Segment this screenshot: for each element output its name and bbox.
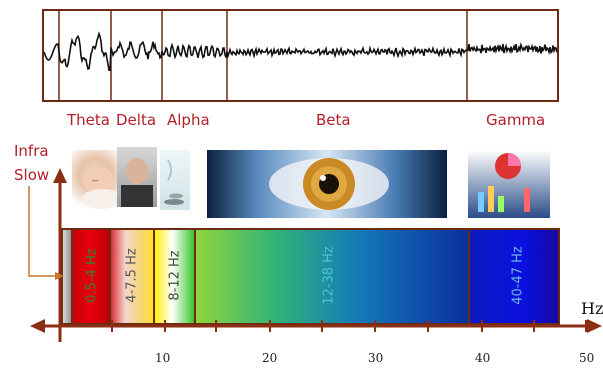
freq-label-gamma: 40-47 Hz xyxy=(510,246,526,305)
eeg-waveform-panel xyxy=(42,9,559,102)
axis-ticks xyxy=(111,320,587,332)
infra-slow-pointer-head xyxy=(55,272,64,280)
band-label-alpha: Alpha xyxy=(167,111,210,129)
band-label-gamma: Gamma xyxy=(486,111,546,129)
freq-label-theta: 4-7.5 Hz xyxy=(124,248,140,303)
sleeping-man-icon xyxy=(117,147,157,207)
sleeping-baby-icon xyxy=(72,150,124,212)
freq-label-delta: 0.5-4 Hz xyxy=(84,248,100,303)
vertical-axis-arrow xyxy=(53,168,67,183)
infra-slow-pointer xyxy=(28,186,58,277)
axis-tick-label-40: 40 xyxy=(475,351,491,365)
infra-label: Infra xyxy=(14,142,49,160)
band-label-beta: Beta xyxy=(316,111,351,129)
horizontal-axis-arrow-right xyxy=(587,319,602,333)
band-label-theta: Theta xyxy=(67,111,110,129)
eeg-trace xyxy=(43,31,558,71)
relaxation-icon xyxy=(160,150,190,210)
axis-tick-label-50: 50 xyxy=(579,351,595,365)
axis-tick-label-20: 20 xyxy=(262,351,278,365)
axis-tick-label-30: 30 xyxy=(368,351,384,365)
axis-unit-label: Hz xyxy=(581,299,603,318)
segment-infra-slow xyxy=(62,229,72,324)
axis-tick-label-10: 10 xyxy=(155,351,171,365)
freq-label-alpha: 8-12 Hz xyxy=(167,250,183,301)
horizontal-axis-arrow-left xyxy=(30,319,45,333)
eye-icon xyxy=(207,150,447,218)
freq-label-beta: 12-38 Hz xyxy=(321,246,337,305)
waveform-frame xyxy=(42,9,559,102)
band-label-delta: Delta xyxy=(116,111,157,129)
data-chart-icon xyxy=(468,150,550,218)
slow-label: Slow xyxy=(14,166,50,184)
